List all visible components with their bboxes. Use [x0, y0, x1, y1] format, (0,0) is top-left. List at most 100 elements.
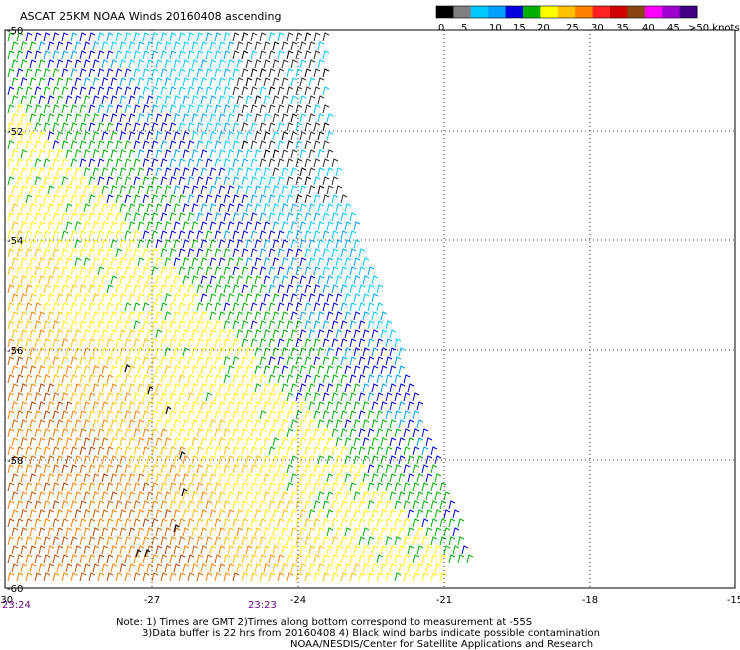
wind-barb [164, 527, 172, 537]
wind-barb [7, 446, 15, 456]
wind-barb [164, 419, 172, 429]
wind-barb [155, 167, 163, 177]
wind-barb [146, 131, 154, 141]
wind-barb [101, 491, 109, 501]
wind-barb [214, 194, 222, 204]
wind-barb [317, 203, 325, 213]
wind-barb [326, 491, 334, 501]
wind-barb [412, 482, 420, 492]
wind-barb [281, 167, 289, 177]
wind-barb [178, 464, 186, 474]
wind-barb [349, 284, 357, 294]
wind-barb [385, 338, 393, 348]
wind-barb [191, 167, 199, 177]
lat-tick-label: -52 [7, 127, 23, 138]
wind-barb [119, 41, 127, 51]
wind-barb [47, 311, 55, 321]
wind-barb [232, 446, 240, 456]
wind-barb [308, 491, 316, 501]
wind-barb [52, 482, 60, 492]
wind-barb [119, 185, 127, 195]
wind-barb [308, 311, 316, 321]
wind-barb [128, 401, 136, 411]
wind-barb [187, 122, 195, 132]
wind-barb [178, 446, 186, 456]
wind-barb [232, 194, 240, 204]
wind-barb [196, 446, 204, 456]
wind-barb [137, 41, 145, 51]
wind-barb [277, 356, 285, 366]
wind-barb [61, 68, 69, 78]
wind-barb [200, 113, 208, 123]
wind-barb [88, 410, 96, 420]
wind-barb [146, 437, 154, 447]
wind-barb [61, 122, 69, 132]
wind-barb [317, 401, 325, 411]
wind-barb [155, 437, 163, 447]
wind-barb [236, 455, 244, 465]
wind-barb [173, 95, 181, 105]
wind-barb [110, 293, 118, 303]
wind-barb [358, 536, 366, 546]
wind-barb [182, 437, 190, 447]
wind-barb [232, 230, 240, 240]
wind-barb [268, 572, 276, 582]
wind-barb [313, 500, 321, 510]
wind-barb [191, 77, 199, 87]
wind-barb [223, 410, 231, 420]
wind-barb [344, 203, 352, 213]
wind-barb [47, 563, 55, 573]
wind-barb [178, 320, 186, 330]
wind-barb [65, 563, 73, 573]
wind-barb [25, 392, 33, 402]
wind-barb [227, 203, 235, 213]
wind-barb [299, 527, 307, 537]
wind-barb [29, 563, 37, 573]
wind-barb [146, 275, 154, 285]
wind-barb [29, 347, 37, 357]
wind-barb [106, 518, 114, 528]
wind-barb [173, 383, 181, 393]
wind-barb [61, 104, 69, 114]
wind-barb [146, 527, 154, 537]
wind-barb [106, 122, 114, 132]
wind-barb [43, 212, 51, 222]
wind-barb [227, 455, 235, 465]
wind-barb [182, 95, 190, 105]
wind-barb [119, 131, 127, 141]
wind-barb [232, 122, 240, 132]
wind-barb [259, 464, 267, 474]
wind-barb [151, 266, 159, 276]
wind-barb [182, 293, 190, 303]
wind-barb [7, 302, 15, 312]
wind-barb [349, 230, 357, 240]
wind-barb [52, 248, 60, 258]
wind-barb [119, 149, 127, 159]
wind-barb [281, 59, 289, 69]
wind-barb [304, 410, 312, 420]
wind-barb [259, 392, 267, 402]
wind-barb [11, 527, 19, 537]
wind-barb [376, 338, 384, 348]
wind-barb [308, 293, 316, 303]
wind-barb [434, 527, 442, 537]
wind-barb [29, 221, 37, 231]
wind-barb [74, 563, 82, 573]
wind-barb [70, 86, 78, 96]
wind-barb [79, 320, 87, 330]
wind-barb [92, 383, 100, 393]
wind-barb [182, 509, 190, 519]
wind-barb [349, 518, 357, 528]
wind-barb [353, 545, 361, 555]
wind-barb [281, 275, 289, 285]
wind-barb [137, 203, 145, 213]
wind-barb [169, 68, 177, 78]
wind-barb [263, 545, 271, 555]
wind-barb [443, 491, 451, 501]
wind-barb [259, 428, 267, 438]
wind-barb [137, 437, 145, 447]
wind-barb [200, 95, 208, 105]
wind-barb [52, 374, 60, 384]
wind-barb [20, 131, 28, 141]
wind-barb [65, 455, 73, 465]
